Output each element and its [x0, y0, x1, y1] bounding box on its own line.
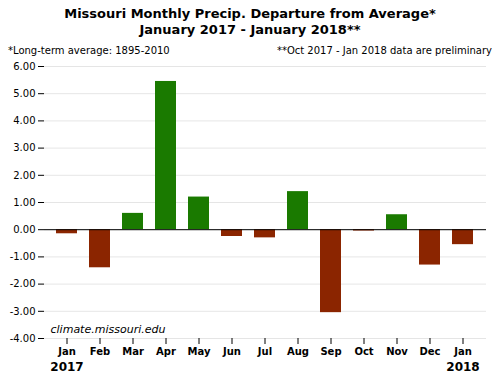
svg-text:-3.00: -3.00	[10, 305, 36, 316]
svg-text:5.00: 5.00	[13, 87, 35, 98]
svg-text:Jul: Jul	[257, 345, 272, 356]
html-text:Missouri Monthly Precip. Depar: Missouri Monthly Precip. Departure from …	[64, 6, 436, 21]
svg-text:1.00: 1.00	[13, 196, 35, 207]
svg-text:2017: 2017	[50, 359, 83, 373]
svg-text:Dec: Dec	[419, 345, 440, 356]
svg-text:Jun: Jun	[222, 345, 241, 356]
svg-text:May: May	[188, 345, 211, 356]
svg-text:-4.00: -4.00	[10, 332, 36, 343]
svg-text:6.00: 6.00	[13, 60, 35, 71]
html-text:*Long-term average: 1895-2010: *Long-term average: 1895-2010	[8, 44, 170, 56]
svg-text:Jan: Jan	[453, 345, 472, 356]
svg-text:Aug: Aug	[287, 345, 309, 356]
svg-text:-1.00: -1.00	[10, 251, 36, 262]
svg-text:0.00: 0.00	[13, 223, 35, 234]
svg-text:Mar: Mar	[122, 345, 144, 356]
svg-text:Nov: Nov	[386, 345, 408, 356]
html-text:January 2017 - January 2018**: January 2017 - January 2018**	[139, 22, 361, 38]
svg-text:climate.missouri.edu: climate.missouri.edu	[51, 322, 166, 335]
svg-text:Feb: Feb	[90, 345, 110, 356]
svg-text:Jan: Jan	[57, 345, 76, 356]
svg-text:Sep: Sep	[320, 345, 341, 356]
svg-text:2.00: 2.00	[13, 169, 35, 180]
svg-text:Oct: Oct	[354, 345, 373, 356]
html-text:**Oct 2017 - Jan 2018 data are: **Oct 2017 - Jan 2018 data are prelimina…	[276, 44, 492, 56]
svg-text:-2.00: -2.00	[10, 278, 36, 289]
svg-text:4.00: 4.00	[13, 115, 35, 126]
svg-text:2018: 2018	[446, 359, 479, 373]
svg-text:Apr: Apr	[156, 345, 176, 356]
svg-text:3.00: 3.00	[13, 142, 35, 153]
